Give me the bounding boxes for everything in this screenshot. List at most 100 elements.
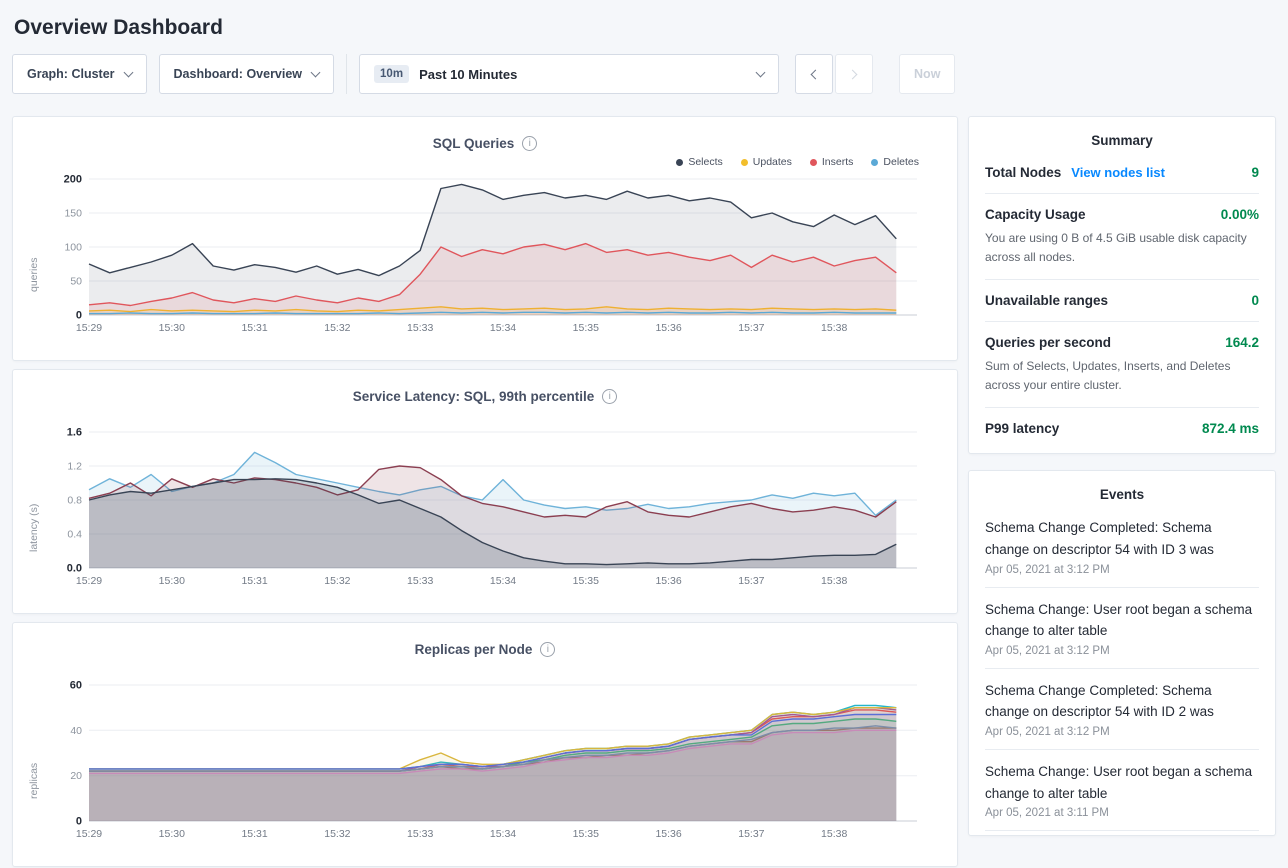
svg-text:15:32: 15:32 [324, 575, 350, 587]
dashboard-dropdown-label: Dashboard: Overview [173, 67, 303, 81]
now-button[interactable]: Now [899, 54, 956, 94]
chart-title: Replicas per Node [414, 641, 533, 657]
replicas-per-node-plot: 0 20 40 60 15:29 15:30 15:31 15:32 15:33 15:34 15:… [43, 677, 945, 858]
svg-text:15:29: 15:29 [76, 828, 102, 840]
svg-text:15:32: 15:32 [324, 322, 350, 334]
summary-label: Total Nodes [985, 165, 1062, 180]
service-latency-plot: 0.0 0.4 0.8 1.2 1.6 15:29 15:30 15:31 15:32 15:33… [43, 424, 945, 605]
summary-title: Summary [1091, 133, 1153, 148]
legend-spacer [25, 659, 945, 677]
plot-wrap: queries 0 50 100 150 200 15:29 15:30 15:31 15:32… [25, 171, 945, 352]
svg-text:15:35: 15:35 [573, 828, 599, 840]
toolbar-divider [346, 54, 348, 94]
y-axis-label: queries [28, 257, 40, 292]
service-latency-card: Service Latency: SQL, 99th percentile i … [12, 369, 958, 614]
svg-text:15:31: 15:31 [241, 828, 267, 840]
summary-value: 0.00% [1220, 207, 1259, 222]
event-item[interactable]: Schema Change: User root began a schema … [985, 750, 1259, 832]
toolbar: Graph: Cluster Dashboard: Overview 10m P… [0, 54, 1288, 116]
legend-dot-icon [871, 158, 879, 166]
event-timestamp: Apr 05, 2021 at 3:11 PM [985, 807, 1109, 820]
svg-text:15:36: 15:36 [655, 322, 681, 334]
legend-item-deletes[interactable]: Deletes [871, 156, 919, 168]
svg-text:1.2: 1.2 [67, 461, 82, 473]
svg-text:0.8: 0.8 [67, 495, 82, 507]
summary-row-total-nodes: Total Nodes View nodes list 9 [985, 152, 1259, 194]
event-message: Schema Change: User root began a schema … [985, 763, 1253, 801]
svg-text:15:37: 15:37 [738, 575, 764, 587]
graph-dropdown[interactable]: Graph: Cluster [12, 54, 147, 94]
svg-text:200: 200 [64, 174, 82, 186]
chevron-down-icon [310, 67, 321, 78]
chart-title: SQL Queries [432, 135, 515, 151]
svg-text:15:33: 15:33 [407, 322, 433, 334]
svg-text:0: 0 [76, 310, 82, 322]
time-prev-button[interactable] [795, 54, 834, 94]
summary-row-p99-latency: P99 latency 872.4 ms [985, 408, 1259, 449]
legend-item-updates[interactable]: Updates [740, 156, 792, 168]
info-icon[interactable]: i [522, 135, 538, 151]
svg-text:20: 20 [70, 770, 82, 782]
time-range-badge: 10m [374, 65, 410, 83]
summary-value: 9 [1251, 165, 1259, 180]
event-message: Schema Change Completed: Schema change o… [985, 682, 1214, 720]
summary-label: Queries per second [985, 335, 1112, 351]
sql-queries-card: SQL Queries i Selects Updates Inserts Delet… [12, 116, 958, 361]
svg-text:15:36: 15:36 [655, 575, 681, 587]
event-message: Schema Change Completed: Schema change o… [985, 520, 1214, 557]
svg-text:15:30: 15:30 [159, 828, 185, 840]
svg-text:15:37: 15:37 [738, 322, 764, 334]
svg-text:15:35: 15:35 [573, 575, 599, 587]
info-icon[interactable]: i [602, 388, 618, 404]
svg-text:40: 40 [70, 725, 82, 737]
chevron-right-icon [847, 69, 858, 79]
chart-title-row: Service Latency: SQL, 99th percentile i [25, 386, 945, 406]
charts-column: SQL Queries i Selects Updates Inserts Delet… [12, 116, 958, 867]
y-axis-label: latency (s) [28, 503, 40, 552]
svg-text:15:29: 15:29 [76, 575, 102, 587]
chevron-left-icon [810, 69, 821, 79]
event-item[interactable]: Schema Change Completed: Schema change o… [985, 506, 1259, 588]
svg-text:15:37: 15:37 [738, 828, 764, 840]
legend-item-selects[interactable]: Selects [676, 156, 723, 168]
chart-title: Service Latency: SQL, 99th percentile [352, 388, 595, 404]
svg-text:150: 150 [64, 208, 82, 220]
summary-label: P99 latency [985, 421, 1060, 437]
event-item[interactable]: Schema Change: User root began a schema … [985, 588, 1259, 669]
svg-text:15:34: 15:34 [490, 575, 516, 587]
svg-text:15:38: 15:38 [821, 575, 847, 587]
sidebar: Summary Total Nodes View nodes list 9 Ca… [968, 116, 1276, 837]
summary-description: Sum of Selects, Updates, Inserts, and De… [985, 359, 1231, 392]
svg-text:15:36: 15:36 [655, 828, 681, 840]
plot-wrap: latency (s) 0.0 0.4 0.8 1.2 1.6 15:29 15:30 15:… [25, 424, 945, 605]
main-content: SQL Queries i Selects Updates Inserts Delet… [0, 116, 1288, 867]
graph-dropdown-label: Graph: Cluster [27, 67, 115, 81]
legend-item-inserts[interactable]: Inserts [809, 156, 853, 168]
time-next-button[interactable] [835, 54, 874, 94]
info-icon[interactable]: i [540, 641, 556, 657]
chart-legend: Selects Updates Inserts Deletes [25, 153, 945, 171]
svg-text:15:31: 15:31 [241, 322, 267, 334]
view-nodes-list-link[interactable]: View nodes list [1071, 165, 1165, 180]
chart-title-row: Replicas per Node i [25, 639, 945, 659]
plot-wrap: replicas 0 20 40 60 15:29 15:30 15:31 15:32 15:3… [25, 677, 945, 858]
summary-label: Unavailable ranges [985, 293, 1109, 309]
event-timestamp: Apr 05, 2021 at 3:12 PM [985, 644, 1110, 657]
summary-row-queries-per-second: Queries per second 164.2 Sum of Selects,… [985, 322, 1259, 409]
y-axis-label: replicas [28, 762, 40, 799]
svg-text:15:31: 15:31 [241, 575, 267, 587]
event-item[interactable]: Schema Change Completed: Schema change o… [985, 669, 1259, 750]
event-timestamp: Apr 05, 2021 at 3:12 PM [985, 725, 1110, 738]
dashboard-dropdown[interactable]: Dashboard: Overview [158, 54, 335, 94]
summary-value: 0 [1251, 293, 1259, 309]
svg-text:15:29: 15:29 [76, 322, 102, 334]
page-title: Overview Dashboard [14, 16, 223, 39]
time-range-selector[interactable]: 10m Past 10 Minutes [359, 54, 780, 94]
time-nav-group [795, 54, 874, 94]
summary-row-capacity-usage: Capacity Usage 0.00% You are using 0 B o… [985, 194, 1259, 281]
legend-dot-icon [740, 158, 748, 166]
svg-text:50: 50 [70, 276, 82, 288]
svg-text:100: 100 [64, 242, 82, 254]
legend-dot-icon [809, 158, 817, 166]
summary-value: 164.2 [1225, 335, 1259, 351]
